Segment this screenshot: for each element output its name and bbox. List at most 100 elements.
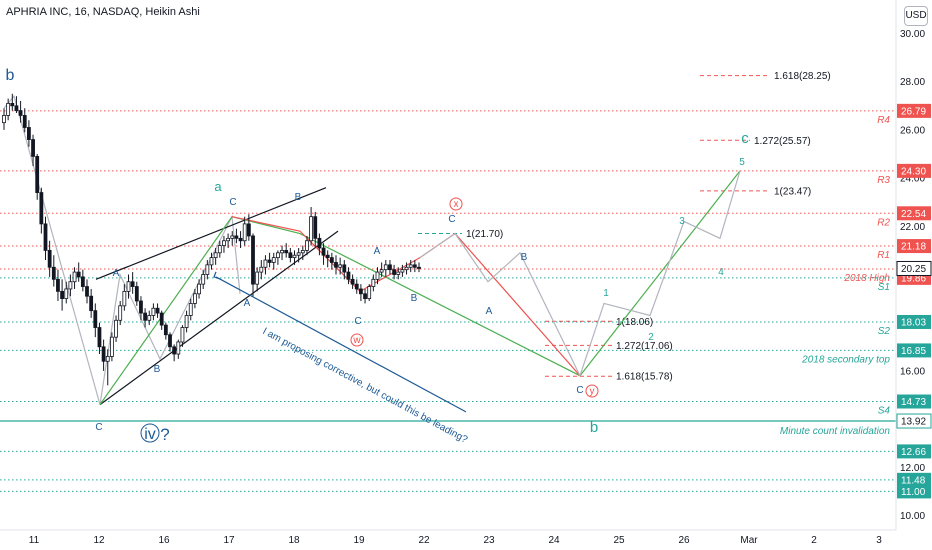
- wave-label: A: [244, 298, 251, 309]
- candle-body: [354, 283, 359, 290]
- wave-label: iv: [144, 426, 156, 443]
- price-tag: [897, 394, 931, 409]
- price-tag-label: 12.66: [901, 447, 926, 458]
- price-tag: [897, 163, 931, 178]
- x-tick-label: Mar: [740, 535, 758, 546]
- candle-body: [126, 281, 131, 292]
- candle-body: [18, 110, 23, 116]
- candle-body: [417, 266, 421, 269]
- candle-body: [222, 240, 226, 246]
- wave-projection-red: [231, 216, 581, 377]
- wave-label: C: [448, 214, 455, 225]
- candle-body: [168, 334, 172, 348]
- currency-button[interactable]: USD: [904, 6, 928, 26]
- price-tag-label: 22.54: [901, 209, 926, 220]
- candle-body: [110, 336, 114, 357]
- wave-label: A: [374, 246, 381, 257]
- candle-body: [300, 249, 305, 254]
- candle-body: [2, 115, 6, 124]
- candle-body: [197, 283, 201, 295]
- candle-body: [101, 346, 106, 362]
- candle-body: [217, 245, 222, 254]
- y-tick-label: 22.00: [900, 222, 925, 233]
- candle-body: [180, 327, 185, 343]
- fib-level-label: 1(23.47): [774, 186, 811, 197]
- candle-body: [230, 235, 235, 239]
- x-tick-label: 23: [483, 535, 495, 546]
- annotation-text: I am proposing corrective, but could thi…: [261, 326, 470, 446]
- wave-label: B: [295, 192, 302, 203]
- wave-label: 5: [739, 157, 745, 168]
- candle-body: [39, 192, 44, 225]
- x-tick-label: 25: [613, 535, 625, 546]
- candle-body: [130, 281, 135, 287]
- price-tag-label: 11.48: [901, 475, 926, 486]
- candle-body: [383, 264, 388, 271]
- current-price-tag: [896, 260, 932, 276]
- wave-label-circle: [140, 423, 160, 443]
- price-level-label: R1: [877, 250, 890, 261]
- price-tag: [897, 343, 931, 358]
- candle-body: [246, 223, 251, 237]
- candle-body: [89, 295, 94, 312]
- fib-levels-layer: 1.618(28.25) 1.272(25.57) 1(23.47) 1(21.70)…: [418, 71, 831, 383]
- wave-label: b: [6, 67, 15, 84]
- x-tick-label: 16: [158, 535, 170, 546]
- price-tag: [897, 239, 931, 254]
- price-tag-label: 19.86: [901, 273, 926, 284]
- price-tag: [897, 103, 931, 118]
- candle-body: [76, 271, 81, 278]
- price-tag: [897, 444, 931, 459]
- candle-body: [342, 264, 347, 273]
- candle-body: [22, 115, 27, 128]
- wave-label-circle: [585, 384, 599, 398]
- candle-body: [388, 264, 392, 271]
- wave-label: 3: [679, 216, 685, 227]
- candle-body: [346, 271, 351, 280]
- chart-title: APHRIA INC, 16, NASDAQ, Heikin Ashi: [6, 6, 200, 18]
- candle-body: [259, 266, 264, 273]
- candle-body: [163, 324, 168, 336]
- price-tag: [897, 206, 931, 221]
- price-tag-label: 21.18: [901, 242, 926, 253]
- candle-body: [188, 303, 193, 316]
- candle-body: [176, 341, 181, 355]
- historic-wave-path: [3, 94, 241, 405]
- candle-body: [139, 300, 143, 314]
- candle-body: [275, 252, 280, 259]
- candle-body: [43, 223, 48, 251]
- wave-label: A: [113, 268, 120, 279]
- wave-paths-layer: [3, 94, 741, 413]
- current-price-label: 20.25: [901, 264, 926, 275]
- price-tag: [897, 314, 931, 329]
- candle-body: [172, 346, 177, 355]
- price-level-label: R2: [877, 217, 890, 228]
- wave-label: x: [454, 199, 459, 210]
- x-tick-label: 26: [678, 535, 690, 546]
- price-level-label: S4: [878, 406, 891, 417]
- candle-body: [35, 156, 40, 193]
- candle-body: [105, 356, 110, 362]
- price-tag-label: 11.00: [901, 487, 926, 498]
- candle-body: [56, 278, 60, 292]
- wave-label: C: [576, 385, 583, 396]
- impulse-projection-grey: [579, 170, 741, 376]
- candle-body: [143, 312, 148, 321]
- candle-body: [72, 271, 77, 283]
- candle-body: [134, 286, 139, 302]
- wave-label: C: [95, 422, 102, 433]
- candle-body: [284, 249, 289, 254]
- price-tag: [897, 484, 931, 499]
- candle-body: [234, 235, 239, 239]
- candle-body: [64, 288, 69, 299]
- candle-body: [400, 269, 405, 273]
- candle-body: [329, 257, 334, 263]
- price-tag: [896, 413, 932, 429]
- candle-body: [14, 105, 19, 112]
- x-tick-label: 22: [418, 535, 430, 546]
- candle-body: [47, 249, 52, 268]
- candle-body: [226, 237, 231, 242]
- annotation-arrowhead: [213, 271, 221, 280]
